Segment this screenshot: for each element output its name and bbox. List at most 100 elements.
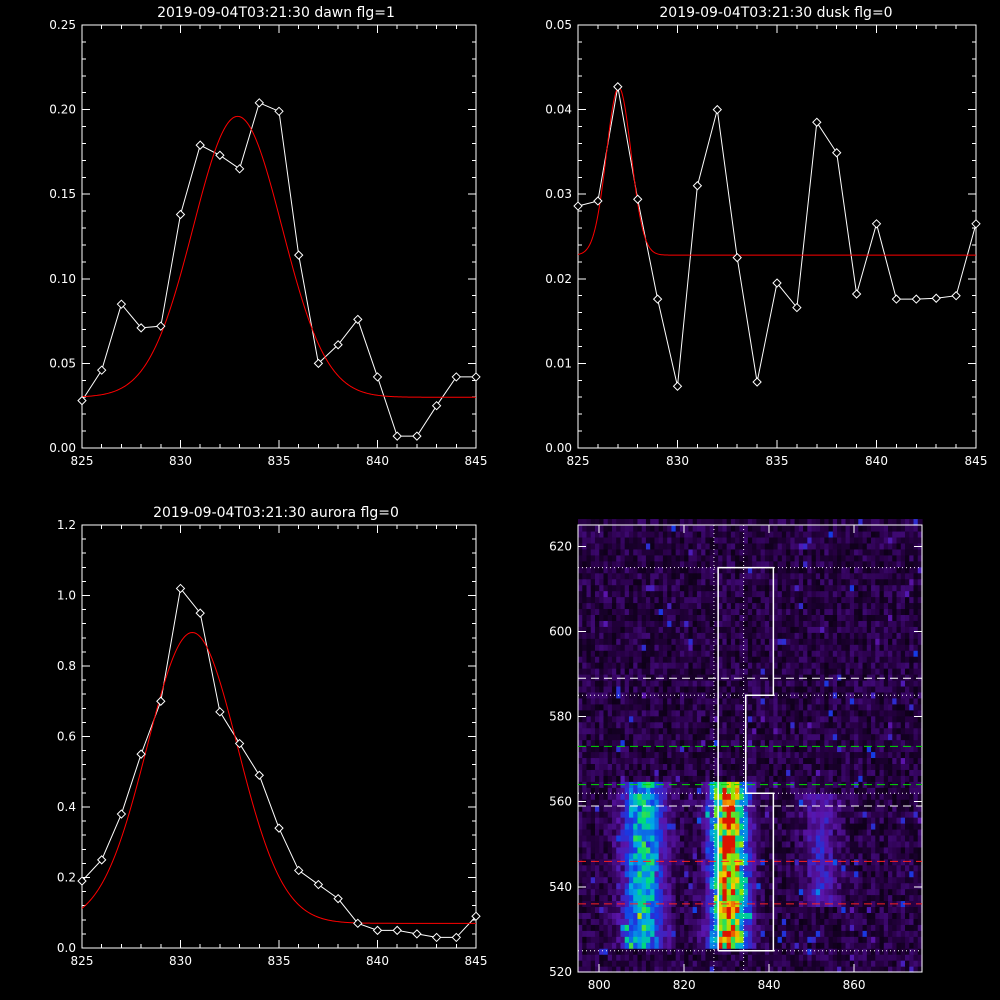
heatmap-cell <box>828 894 834 902</box>
heatmap-cell <box>590 709 596 717</box>
heatmap-cell <box>599 733 605 741</box>
heatmap-cell <box>764 918 770 925</box>
heatmap-cell <box>892 709 898 717</box>
heatmap-cell <box>692 852 698 860</box>
heatmap-cell <box>866 674 872 681</box>
heatmap-cell <box>917 769 923 776</box>
heatmap-cell <box>658 936 664 943</box>
heatmap-cell <box>866 763 872 770</box>
heatmap-cell <box>633 656 639 663</box>
heatmap-cell <box>611 715 617 723</box>
heatmap-cell <box>730 805 736 812</box>
heatmap-cell <box>892 936 898 943</box>
heatmap-cell <box>586 888 592 896</box>
heatmap-cell <box>650 817 656 824</box>
heatmap-cell <box>611 769 617 776</box>
heatmap-cell <box>849 727 855 735</box>
heatmap-cell <box>900 960 906 967</box>
heatmap-cell <box>586 912 592 919</box>
heatmap-cell <box>862 674 868 681</box>
data-point-marker <box>77 395 87 406</box>
heatmap-cell <box>671 948 677 955</box>
heatmap-cell <box>837 852 842 860</box>
heatmap-cell <box>709 918 715 925</box>
heatmap-cell <box>807 966 813 973</box>
heatmap-cell <box>603 894 609 902</box>
heatmap-cell <box>603 787 609 794</box>
heatmap-cell <box>709 638 715 645</box>
heatmap-cell <box>828 793 834 800</box>
heatmap-cell <box>692 674 698 681</box>
heatmap-cell <box>709 924 715 931</box>
heatmap-cell <box>688 799 694 806</box>
heatmap-cell <box>896 703 902 711</box>
heatmap-cell <box>594 894 600 902</box>
heatmap-cell <box>633 727 639 735</box>
heatmap-cell <box>637 936 643 943</box>
heatmap-cell <box>790 691 796 699</box>
heatmap-cell <box>679 834 685 842</box>
heatmap-cell <box>747 745 753 753</box>
heatmap-cell <box>803 685 808 693</box>
heatmap-cell <box>909 805 915 812</box>
heatmap-cell <box>811 703 817 711</box>
heatmap-cell <box>603 840 609 848</box>
heatmap-cell <box>586 679 592 687</box>
heatmap-cell <box>752 828 757 836</box>
heatmap-cell <box>603 912 609 919</box>
heatmap-cell <box>892 697 898 705</box>
heatmap-cell <box>709 936 715 943</box>
heatmap-cell <box>824 674 830 681</box>
heatmap-cell <box>675 674 681 681</box>
heatmap-cell <box>769 924 774 931</box>
heatmap-cell <box>781 757 787 764</box>
heatmap-cell <box>828 870 834 878</box>
heatmap-cell <box>811 811 817 818</box>
heatmap-cell <box>671 650 677 657</box>
heatmap-cell <box>722 840 728 848</box>
heatmap-cell <box>764 811 770 818</box>
heatmap-cell <box>807 757 813 764</box>
heatmap-cell <box>718 650 723 657</box>
heatmap-cell <box>764 817 770 824</box>
heatmap-cell <box>815 656 821 663</box>
heatmap-cell <box>628 876 634 884</box>
heatmap-cell <box>798 715 804 723</box>
heatmap-cell <box>875 662 881 669</box>
heatmap-cell <box>696 668 702 675</box>
heatmap-cell <box>637 769 643 776</box>
heatmap-cell <box>752 930 757 937</box>
heatmap-cell <box>849 823 855 830</box>
heatmap-cell <box>849 858 855 866</box>
heatmap-cell <box>658 691 664 699</box>
heatmap-cell <box>701 739 707 747</box>
heatmap-cell <box>675 745 681 753</box>
heatmap-cell <box>747 966 753 973</box>
heatmap-cell <box>807 894 813 902</box>
heatmap-cell <box>603 918 609 925</box>
heatmap-cell <box>798 894 804 902</box>
heatmap-cell <box>743 888 749 896</box>
heatmap-cell <box>892 787 898 794</box>
heatmap-cell <box>628 679 634 687</box>
heatmap-cell <box>701 823 707 830</box>
heatmap-cell <box>603 674 609 681</box>
heatmap-cell <box>590 852 596 860</box>
heatmap-cell <box>832 715 838 723</box>
heatmap-cell <box>828 638 834 645</box>
heatmap-cell <box>794 840 800 848</box>
heatmap-cell <box>849 912 855 919</box>
heatmap-cell <box>599 691 605 699</box>
heatmap-cell <box>675 650 681 657</box>
heatmap-cell <box>743 674 749 681</box>
heatmap-cell <box>807 918 813 925</box>
heatmap-cell <box>637 644 643 651</box>
heatmap-cell <box>701 811 707 818</box>
heatmap-cell <box>798 954 804 961</box>
dawn-chart-title: 2019-09-04T03:21:30 dawn flg=1 <box>157 5 395 21</box>
heatmap-cell <box>641 775 647 782</box>
heatmap-cell <box>909 966 915 973</box>
heatmap-cell <box>883 870 889 878</box>
heatmap-cell <box>594 834 600 842</box>
heatmap-cell <box>701 727 707 735</box>
